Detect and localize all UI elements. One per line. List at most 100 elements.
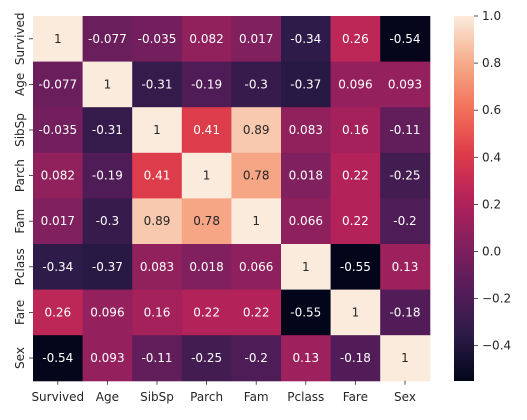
heatmap-cell xyxy=(231,152,282,199)
heatmap-cell-label: 1 xyxy=(352,305,360,319)
heatmap-cell xyxy=(231,61,282,108)
heatmap-cell-label: 0.41 xyxy=(193,123,220,137)
heatmap-cell-label: 0.78 xyxy=(243,169,270,183)
heatmap-cell-label: 0.26 xyxy=(44,305,71,319)
heatmap-cell-label: -0.077 xyxy=(88,32,127,46)
heatmap-cell xyxy=(330,244,381,291)
heatmap-cell-label: -0.55 xyxy=(340,260,371,274)
y-tick-label: Fare xyxy=(13,300,27,325)
heatmap-cell xyxy=(330,107,381,154)
heatmap-cell-label: 0.096 xyxy=(90,305,124,319)
colorbar xyxy=(454,16,474,381)
x-tick-label: Survived xyxy=(31,390,84,404)
heatmap-cell xyxy=(380,107,431,154)
heatmap-cell-label: 0.22 xyxy=(193,305,220,319)
heatmap-cell xyxy=(281,61,332,108)
heatmap-cell-label: -0.18 xyxy=(389,305,420,319)
heatmap-cell-label: 1 xyxy=(401,351,409,365)
heatmap-cell-label: 0.083 xyxy=(140,260,174,274)
heatmap-cell-label: 1 xyxy=(153,123,161,137)
heatmap-cell xyxy=(33,107,84,154)
heatmap-cell xyxy=(231,198,282,245)
y-tick-label: Fam xyxy=(13,209,27,234)
heatmap-cell xyxy=(82,289,133,336)
heatmap-cell xyxy=(231,244,282,291)
heatmap-cell xyxy=(380,244,431,291)
x-tick-label: Parch xyxy=(190,390,223,404)
x-tick-label: Sex xyxy=(394,390,416,404)
x-tick-label: Pclass xyxy=(287,390,324,404)
heatmap-cell-label: -0.19 xyxy=(92,169,123,183)
heatmap-cell xyxy=(330,152,381,199)
heatmap-cell-label: 0.066 xyxy=(289,214,323,228)
heatmap-cell xyxy=(132,16,183,63)
heatmap-cell-label: -0.31 xyxy=(92,123,123,137)
heatmap-cell xyxy=(330,198,381,245)
heatmap-cell-label: -0.11 xyxy=(389,123,420,137)
heatmap-cell-label: 0.082 xyxy=(189,32,223,46)
heatmap-cell xyxy=(380,198,431,245)
heatmap-cell xyxy=(231,107,282,154)
x-tick-label: Fam xyxy=(244,390,269,404)
heatmap-cell-label: -0.035 xyxy=(38,123,77,137)
heatmap-cell xyxy=(33,152,84,199)
heatmap-cell-label: 1 xyxy=(252,214,260,228)
heatmap-cell-label: -0.3 xyxy=(244,77,267,91)
colorbar-tick-label: 0.4 xyxy=(482,150,501,164)
y-tick-label: SibSp xyxy=(13,113,27,147)
heatmap-cell xyxy=(281,16,332,63)
heatmap-cell-label: -0.31 xyxy=(141,77,172,91)
heatmap-cell-label: 1 xyxy=(104,77,112,91)
heatmap-cell xyxy=(33,198,84,245)
heatmap-cell-label: -0.34 xyxy=(290,32,321,46)
heatmap-cell xyxy=(380,61,431,108)
heatmap-cell xyxy=(132,289,183,336)
colorbar-tick-label: 0.6 xyxy=(482,103,501,117)
heatmap-cell-label: -0.34 xyxy=(42,260,73,274)
colorbar-ticks: 1.0 0.8 0.6 0.4 0.2 0.0 −0.2 −0.4 xyxy=(474,9,511,353)
colorbar-tick-label: 0.2 xyxy=(482,197,501,211)
y-axis-ticks: Survived Age SibSp Parch Fam Pclass Fare Sex xyxy=(13,12,33,369)
heatmap-cell xyxy=(82,152,133,199)
heatmap-cell-label: -0.54 xyxy=(42,351,73,365)
heatmap-cell xyxy=(231,16,282,63)
y-tick-label: Sex xyxy=(13,347,27,369)
colorbar-tick-label: 1.0 xyxy=(482,9,501,23)
heatmap-cell-label: -0.2 xyxy=(244,351,267,365)
heatmap-cell xyxy=(181,152,232,199)
heatmap-cell xyxy=(132,198,183,245)
heatmap-cell-label: 0.22 xyxy=(243,305,270,319)
heatmap-cell xyxy=(132,107,183,154)
heatmap-cell-label: -0.54 xyxy=(389,32,420,46)
heatmap-cell-label: 0.13 xyxy=(392,260,419,274)
heatmap-cell-label: 0.22 xyxy=(342,169,369,183)
heatmap-cell-labels: 1 -0.077 -0.035 0.082 0.017 -0.34 0.26 -0.54 -0.… xyxy=(38,32,422,365)
heatmap-cell xyxy=(82,335,133,382)
heatmap-cell xyxy=(380,152,431,199)
heatmap-cell-label: 0.017 xyxy=(239,32,273,46)
heatmap-cell xyxy=(231,335,282,382)
heatmap-cell-label: 0.22 xyxy=(342,214,369,228)
heatmap-cell xyxy=(281,289,332,336)
heatmap-cell xyxy=(281,244,332,291)
heatmap-cell-label: -0.035 xyxy=(138,32,177,46)
heatmap-cell xyxy=(82,16,133,63)
heatmap-cell-label: 0.018 xyxy=(189,260,223,274)
colorbar-tick-label: 0.0 xyxy=(482,244,501,258)
colorbar-tick-label: 0.8 xyxy=(482,56,501,70)
y-tick-label: Age xyxy=(13,73,27,96)
heatmap-cell xyxy=(33,16,84,63)
heatmap-cell-label: -0.3 xyxy=(96,214,119,228)
heatmap-cell xyxy=(330,16,381,63)
colorbar-tick-label: −0.4 xyxy=(482,339,511,353)
heatmap-cell xyxy=(330,289,381,336)
heatmap-cell-label: -0.25 xyxy=(389,169,420,183)
heatmap-cell xyxy=(281,107,332,154)
heatmap-cell-label: 0.083 xyxy=(289,123,323,137)
y-tick-label: Parch xyxy=(13,159,27,192)
heatmap-cell-label: 0.89 xyxy=(243,123,270,137)
heatmap-cell-label: -0.55 xyxy=(290,305,321,319)
heatmap-cell-label: -0.19 xyxy=(191,77,222,91)
heatmap-cell xyxy=(181,335,232,382)
